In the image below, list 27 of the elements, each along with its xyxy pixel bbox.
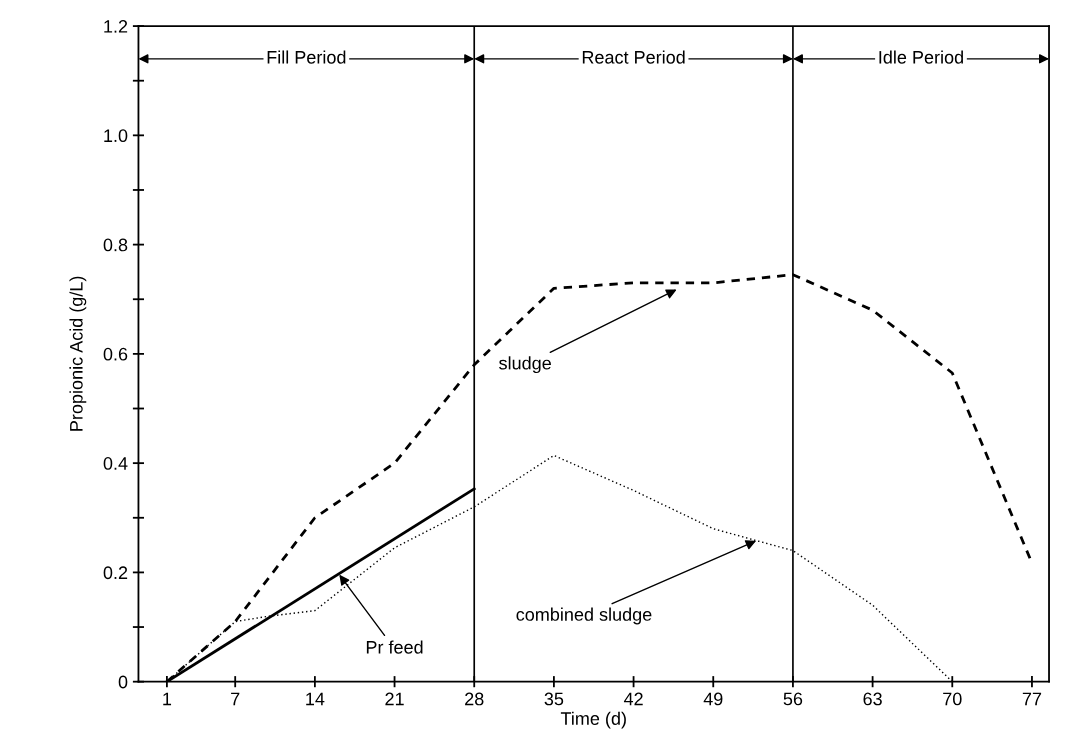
y-tick-label: 0.4 bbox=[103, 457, 128, 470]
y-tick-label: 0 bbox=[118, 675, 128, 689]
x-tick-label: 28 bbox=[465, 692, 484, 706]
x-tick-label: 56 bbox=[783, 692, 803, 706]
x-tick-label: 77 bbox=[1022, 692, 1042, 706]
annotation: Idle Period bbox=[879, 50, 963, 64]
x-tick-label: 7 bbox=[231, 692, 240, 706]
y-tick-label: 0.6 bbox=[103, 347, 128, 361]
y-tick-label: 0.8 bbox=[103, 238, 128, 252]
y-axis-title: Propionic Acid (g/L) bbox=[69, 276, 87, 431]
x-tick-label: 42 bbox=[623, 692, 643, 706]
x-tick-label: 14 bbox=[306, 692, 325, 706]
x-tick-label: 49 bbox=[703, 692, 723, 706]
x-axis-title: Time (d) bbox=[560, 711, 626, 729]
annotation: Pr feed bbox=[366, 640, 423, 654]
x-tick-label: 21 bbox=[385, 692, 404, 706]
annotation: React Period bbox=[582, 50, 685, 64]
annotation: combined sludge bbox=[516, 607, 652, 625]
annotation: sludge bbox=[499, 356, 551, 374]
x-tick-label: 63 bbox=[863, 692, 882, 706]
x-tick-label: 35 bbox=[544, 692, 564, 706]
annotation: Fill Period bbox=[267, 50, 346, 64]
x-tick-label: 1 bbox=[163, 692, 172, 706]
y-tick-label: 0.2 bbox=[103, 566, 128, 580]
y-tick-label: 1.2 bbox=[104, 20, 128, 33]
y-tick-label: 1.0 bbox=[104, 129, 128, 143]
x-tick-label: 70 bbox=[943, 692, 962, 706]
